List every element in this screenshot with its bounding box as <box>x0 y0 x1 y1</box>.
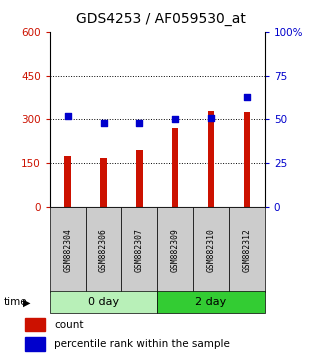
Bar <box>157 291 265 313</box>
Point <box>101 120 106 126</box>
Text: GSM882309: GSM882309 <box>171 228 180 272</box>
Text: percentile rank within the sample: percentile rank within the sample <box>54 339 230 349</box>
Text: GSM882304: GSM882304 <box>63 228 72 272</box>
Text: GSM882307: GSM882307 <box>135 228 144 272</box>
Text: 2 day: 2 day <box>195 297 227 307</box>
Bar <box>100 158 107 207</box>
Point <box>65 113 70 119</box>
Bar <box>172 128 178 207</box>
Bar <box>229 207 265 292</box>
Text: GDS4253 / AF059530_at: GDS4253 / AF059530_at <box>75 12 246 27</box>
Text: GSM882310: GSM882310 <box>206 228 216 272</box>
Text: time: time <box>3 297 27 307</box>
Text: ▶: ▶ <box>23 297 30 307</box>
Point <box>244 94 249 99</box>
Bar <box>25 318 45 331</box>
Text: 0 day: 0 day <box>88 297 119 307</box>
Text: GSM882306: GSM882306 <box>99 228 108 272</box>
Bar <box>25 337 45 351</box>
Bar <box>208 111 214 207</box>
Point <box>137 120 142 126</box>
Bar <box>50 291 157 313</box>
Bar <box>121 207 157 292</box>
Bar <box>65 156 71 207</box>
Text: GSM882312: GSM882312 <box>242 228 251 272</box>
Text: count: count <box>54 320 84 330</box>
Bar <box>50 207 86 292</box>
Bar <box>86 207 121 292</box>
Point <box>209 115 214 121</box>
Bar <box>157 207 193 292</box>
Bar <box>193 207 229 292</box>
Point <box>173 117 178 122</box>
Bar <box>244 112 250 207</box>
Bar <box>136 150 143 207</box>
